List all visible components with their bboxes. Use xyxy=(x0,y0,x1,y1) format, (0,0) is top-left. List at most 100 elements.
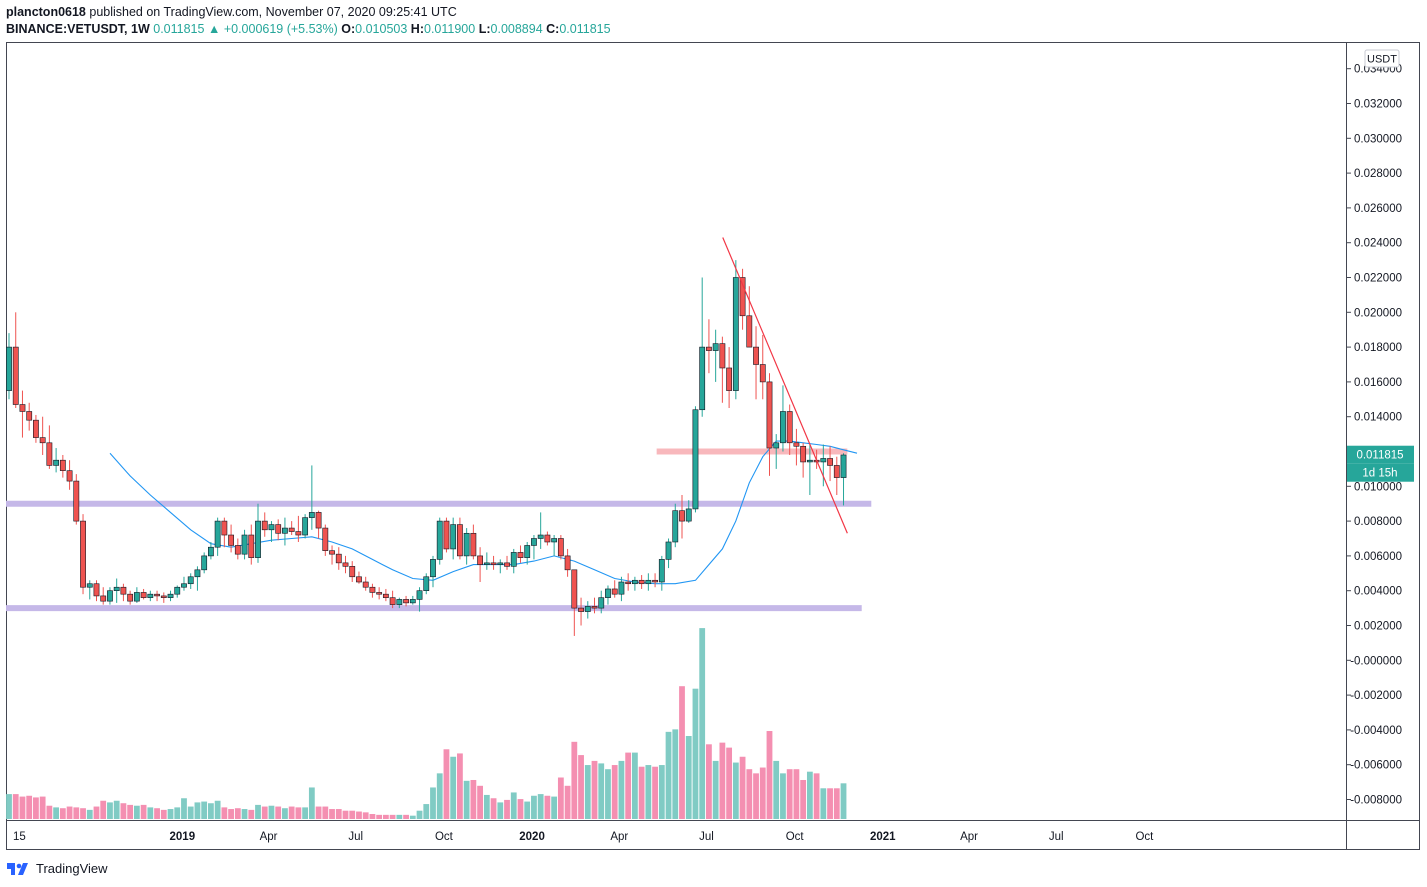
candle-up xyxy=(524,545,531,558)
volume-bar xyxy=(369,814,376,819)
volume-bar xyxy=(470,779,477,819)
candle-up xyxy=(53,459,60,466)
volume-bar xyxy=(154,808,160,819)
candle-down xyxy=(19,404,26,412)
y-tick-label: -0.008000 xyxy=(1350,795,1402,807)
volume-bar xyxy=(638,766,645,819)
candle-down xyxy=(322,527,329,551)
candle-down xyxy=(362,581,369,588)
candle-down xyxy=(160,595,167,598)
volume-bar xyxy=(766,731,773,819)
candle-up xyxy=(584,606,591,612)
volume-bar xyxy=(221,807,228,819)
candle-up xyxy=(174,586,181,595)
candle-up xyxy=(167,593,174,598)
volume-bar xyxy=(759,767,766,819)
time-axis[interactable]: 15 2019 Apr Jul Oct 2020 Apr Jul Oct 2021 Apr Jul Oc… xyxy=(13,831,1154,843)
candle-up xyxy=(86,583,93,588)
volume-bar xyxy=(315,806,322,819)
volume-bar xyxy=(625,752,632,819)
volume-bar xyxy=(396,814,403,819)
candle-up xyxy=(308,512,315,518)
volume-bar xyxy=(557,777,564,819)
candle-down xyxy=(234,545,241,555)
candle-down xyxy=(329,550,335,555)
x-tick-label: Jul xyxy=(699,831,714,843)
candle-up xyxy=(268,524,275,531)
volume-bar xyxy=(302,807,309,819)
candle-down xyxy=(544,534,551,543)
y-tick-label: 0.020000 xyxy=(1354,307,1402,319)
volume-bar xyxy=(786,769,793,819)
last-price-badge xyxy=(1347,445,1414,464)
volume-bar xyxy=(33,797,39,819)
candle-down xyxy=(26,411,33,421)
volume-bar xyxy=(248,809,255,819)
candle-up xyxy=(147,593,154,598)
volume-bar xyxy=(208,803,214,819)
x-tick-label: Oct xyxy=(786,831,805,843)
volume-bar xyxy=(268,805,275,819)
volume-bar xyxy=(73,807,80,819)
countdown-badge-label: 1d 15h xyxy=(1362,468,1397,480)
y-tick-label: -0.004000 xyxy=(1350,725,1402,737)
candle-up xyxy=(430,559,436,578)
volume-bar xyxy=(133,805,140,819)
footer-brand[interactable]: TradingView xyxy=(36,860,108,876)
price-axis[interactable]: 0.0340000.0320000.0300000.0280000.026000… xyxy=(1346,49,1402,807)
volume-bar xyxy=(504,799,510,819)
candle-up xyxy=(598,597,605,609)
volume-bar xyxy=(631,752,638,819)
candle-down xyxy=(679,510,685,522)
y-tick-label: 0.022000 xyxy=(1354,273,1402,285)
candle-up xyxy=(187,576,194,585)
volume-bar xyxy=(746,769,753,819)
volume-bar xyxy=(692,688,699,819)
candle-down xyxy=(349,566,356,578)
volume-bar xyxy=(706,744,712,819)
volume-bar xyxy=(308,787,315,819)
chart-frame xyxy=(6,42,1420,850)
candle-down xyxy=(59,459,66,471)
candle-up xyxy=(551,538,558,543)
candle-up xyxy=(282,527,288,534)
candle-down xyxy=(315,512,322,529)
candle-up xyxy=(658,559,665,583)
candle-up xyxy=(645,579,652,585)
volume-bar xyxy=(551,796,558,819)
volume-bar xyxy=(174,807,181,819)
candle-up xyxy=(531,538,537,546)
candle-down xyxy=(100,595,107,602)
volume-bar xyxy=(120,803,127,819)
candle-down xyxy=(46,442,53,466)
candle-down xyxy=(477,555,483,565)
candle-up xyxy=(665,541,672,560)
candle-down xyxy=(248,534,255,558)
volume-bar xyxy=(342,810,349,819)
candle-down xyxy=(800,445,807,463)
candle-up xyxy=(255,520,261,558)
volume-bar xyxy=(59,808,66,819)
volume-bar xyxy=(645,765,652,819)
moving-average xyxy=(109,440,858,585)
candles xyxy=(6,260,847,636)
volume-bar xyxy=(658,765,665,819)
candle-down xyxy=(571,569,578,609)
candle-down xyxy=(706,346,712,351)
publisher-name[interactable]: plancton0618 xyxy=(6,5,86,19)
candle-down xyxy=(652,579,658,583)
volume-bar xyxy=(376,814,383,819)
candle-down xyxy=(140,592,147,598)
candle-up xyxy=(692,409,699,510)
y-tick-label: 0.010000 xyxy=(1354,481,1402,493)
high-value: 0.011900 xyxy=(424,22,476,36)
candle-down xyxy=(611,588,618,595)
volume-bar xyxy=(652,766,658,819)
volume-bar xyxy=(113,800,120,819)
volume-bar xyxy=(349,810,356,819)
volume-bar xyxy=(605,769,611,819)
open-value: 0.010503 xyxy=(355,22,408,36)
candle-up xyxy=(6,346,12,391)
candle-up xyxy=(618,581,625,595)
